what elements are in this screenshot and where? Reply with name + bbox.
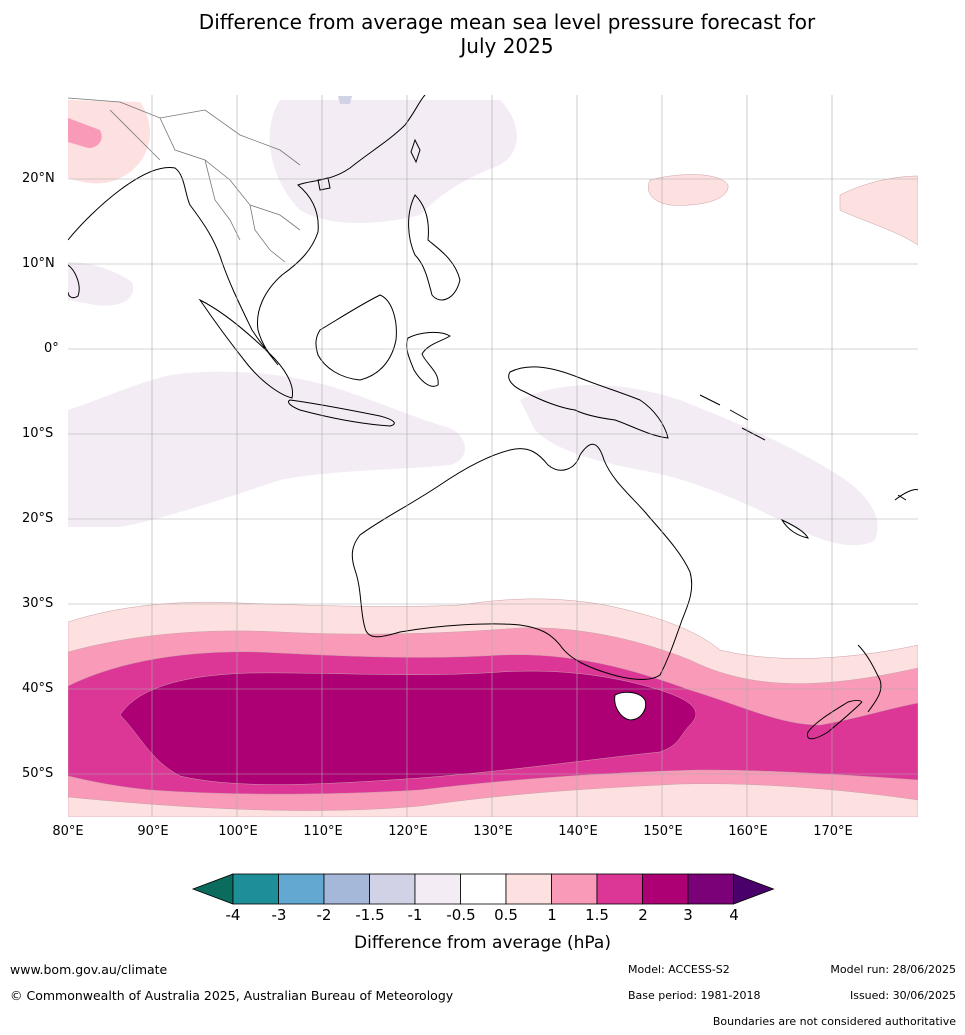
sulawesi-outline (406, 331, 451, 387)
tasmania-outline (614, 691, 647, 721)
colorbar-tick-label: -4 (225, 906, 241, 924)
colorbar-title: Difference from average (hPa) (354, 933, 611, 953)
anomaly-negative-north (269, 100, 517, 224)
map-plot-area (68, 95, 918, 817)
anomaly-patch-north-4 (839, 175, 918, 246)
anomaly-patch-north-2 (68, 118, 102, 148)
philippines-outline (408, 194, 461, 301)
colorbar-tick-label: -2 (316, 906, 332, 924)
lon-label-110e: 110°E (303, 824, 343, 839)
fiji-outline (894, 489, 918, 501)
colorbar-extend-high (733, 873, 775, 905)
borneo-outline (315, 294, 397, 381)
colorbar-tick-label: -0.5 (446, 906, 476, 924)
lon-label-150e: 150°E (643, 824, 683, 839)
lon-label-140e: 140°E (558, 824, 598, 839)
taiwan-outline (410, 138, 421, 164)
sri-lanka-outline (68, 264, 80, 299)
colorbar-swatch (642, 873, 689, 905)
java-outline (287, 399, 395, 427)
new-caledonia-outline (780, 518, 809, 539)
colorbar-tick-label: 4 (729, 906, 739, 924)
colorbar-swatch (596, 873, 643, 905)
colorbar (191, 873, 775, 905)
footer-issued: Issued: 30/06/2025 (849, 989, 956, 1002)
anomaly-negative-west (68, 371, 465, 527)
colorbar-tick-label: -3 (271, 906, 287, 924)
australia-outline (351, 443, 693, 680)
new-guinea-outline (508, 366, 669, 439)
colorbar-swatch (323, 873, 370, 905)
colorbar-tick-label: 2 (638, 906, 648, 924)
anomaly-patch-small (338, 96, 352, 104)
anomaly-patch-north-1 (68, 100, 150, 184)
colorbar-tick-label: 3 (683, 906, 693, 924)
footer-model-run: Model run: 28/06/2025 (830, 963, 956, 976)
graticule (68, 95, 918, 817)
anomaly-patch-north-3 (647, 174, 729, 206)
footer-disclaimer: Boundaries are not considered authoritat… (712, 1015, 956, 1028)
colorbar-tick-label: -1.5 (355, 906, 385, 924)
anomaly-band-2-to-3 (119, 670, 696, 785)
asia-mainland-outline (68, 95, 426, 366)
lat-label-10s: 10°S (22, 426, 54, 441)
anomaly-negative-indian (68, 262, 134, 306)
lon-label-130e: 130°E (473, 824, 513, 839)
colorbar-swatch (551, 873, 598, 905)
anomaly-negative-east (520, 385, 878, 546)
lon-label-120e: 120°E (388, 824, 428, 839)
lat-label-20n: 20°N (22, 171, 55, 186)
colorbar-tick-label: 1 (547, 906, 557, 924)
colorbar-swatch (369, 873, 416, 905)
colorbar-swatch (460, 873, 507, 905)
colorbar-tick-label: 1.5 (585, 906, 609, 924)
title-line-2: July 2025 (460, 34, 554, 58)
colorbar-swatch (414, 873, 461, 905)
title-line-1: Difference from average mean sea level p… (198, 10, 816, 34)
asia-borders (68, 97, 301, 263)
colorbar-tick-label: -1 (407, 906, 423, 924)
lat-label-50s: 50°S (22, 766, 54, 781)
footer-base-period: Base period: 1981-2018 (628, 989, 761, 1002)
lon-label-100e: 100°E (218, 824, 258, 839)
colorbar-swatch (687, 873, 734, 905)
colorbar-tick-label: 0.5 (494, 906, 518, 924)
lat-label-10n: 10°N (22, 256, 55, 271)
lat-label-20s: 20°S (22, 511, 54, 526)
lon-label-90e: 90°E (137, 824, 169, 839)
new-zealand-outline (806, 644, 882, 740)
colorbar-swatch (278, 873, 325, 905)
colorbar-swatch (505, 873, 552, 905)
map-title: Difference from average mean sea level p… (0, 10, 965, 58)
footer-copyright: © Commonwealth of Australia 2025, Austra… (10, 988, 454, 1003)
hainan-outline (317, 177, 331, 191)
footer-model: Model: ACCESS-S2 (628, 963, 730, 976)
lat-label-equator: 0° (44, 341, 59, 356)
footer-website: www.bom.gov.au/climate (10, 962, 168, 977)
colorbar-swatch (232, 873, 279, 905)
sumatra-outline (198, 298, 294, 399)
colorbar-extend-low (191, 873, 234, 905)
lon-label-160e: 160°E (728, 824, 768, 839)
lat-label-40s: 40°S (22, 681, 54, 696)
lon-label-170e: 170°E (813, 824, 853, 839)
lat-label-30s: 30°S (22, 596, 54, 611)
lon-label-80e: 80°E (52, 824, 84, 839)
